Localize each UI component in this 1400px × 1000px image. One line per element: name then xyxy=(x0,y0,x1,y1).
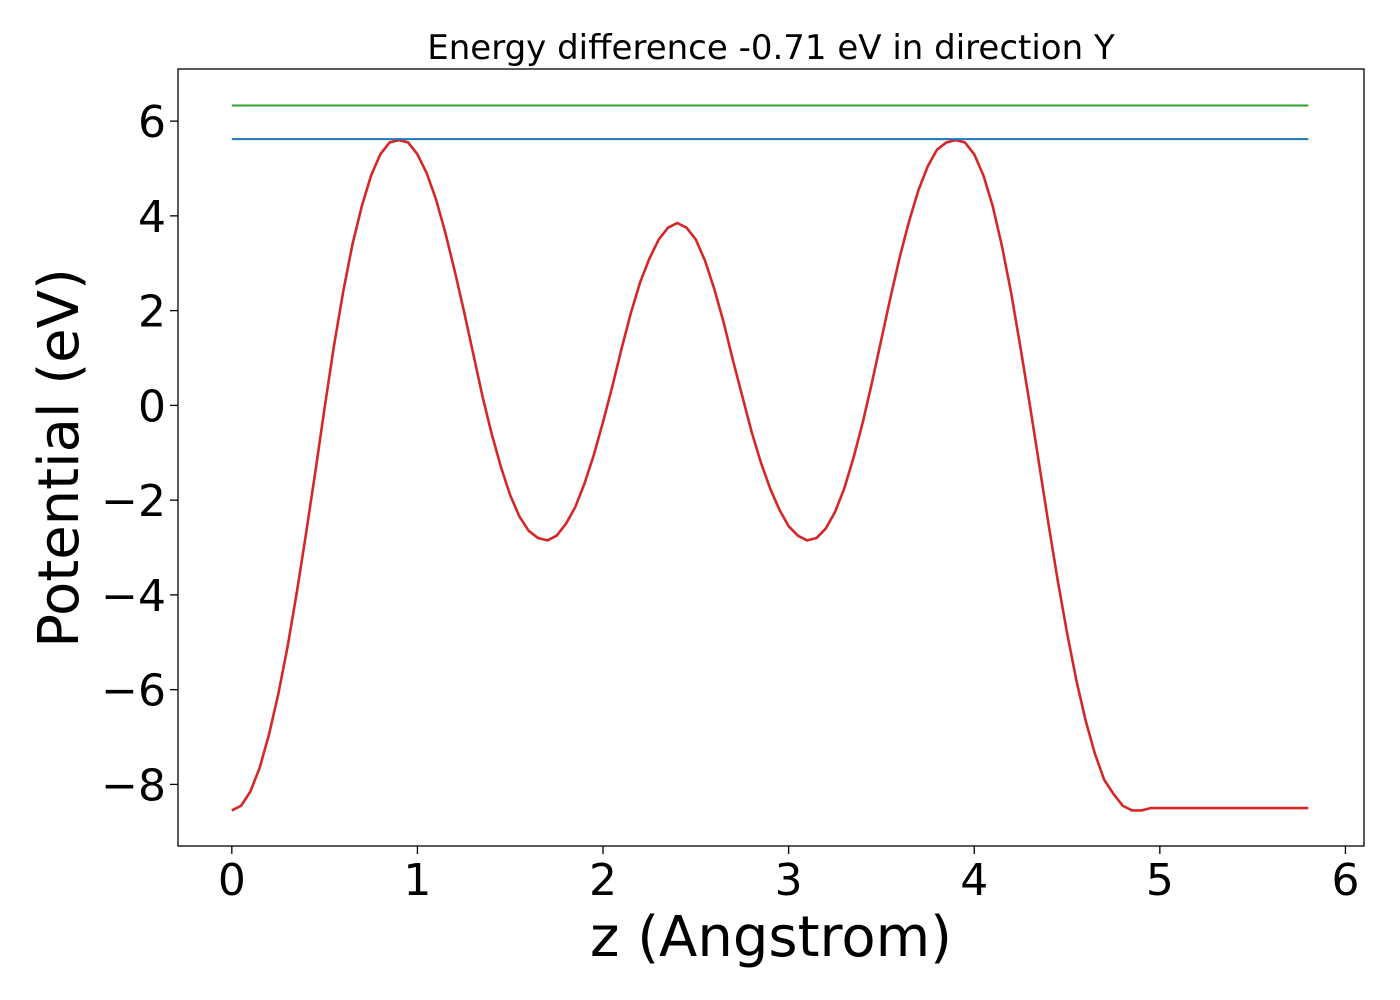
x-tick-label: 4 xyxy=(960,855,988,906)
y-tick-label: −6 xyxy=(101,666,166,717)
x-tick-label: 1 xyxy=(403,855,431,906)
series-line-0 xyxy=(231,138,1309,812)
y-axis-ticks: −8 −6 −4 −2 0 2 4 6 xyxy=(101,97,178,811)
x-tick-label: 6 xyxy=(1331,855,1359,906)
x-tick-label: 2 xyxy=(589,855,617,906)
plot-frame xyxy=(177,68,1365,847)
y-tick-label: −2 xyxy=(101,476,166,527)
x-tick-label: 3 xyxy=(775,855,803,906)
y-axis-label: Potential (eV) xyxy=(27,268,92,648)
x-axis-label: z (Angstrom) xyxy=(590,905,952,970)
plot-lines xyxy=(231,104,1309,812)
y-tick-label: 2 xyxy=(138,287,166,338)
y-tick-label: −4 xyxy=(101,571,166,622)
x-tick-label: 0 xyxy=(218,855,246,906)
x-tick-label: 5 xyxy=(1146,855,1174,906)
y-tick-label: 6 xyxy=(138,97,166,148)
y-tick-label: 4 xyxy=(138,192,166,243)
y-tick-label: 0 xyxy=(138,381,166,432)
x-axis-ticks: 0 1 2 3 4 5 6 xyxy=(218,846,1359,906)
y-tick-label: −8 xyxy=(101,760,166,811)
chart-title: Energy difference -0.71 eV in direction … xyxy=(427,28,1115,68)
